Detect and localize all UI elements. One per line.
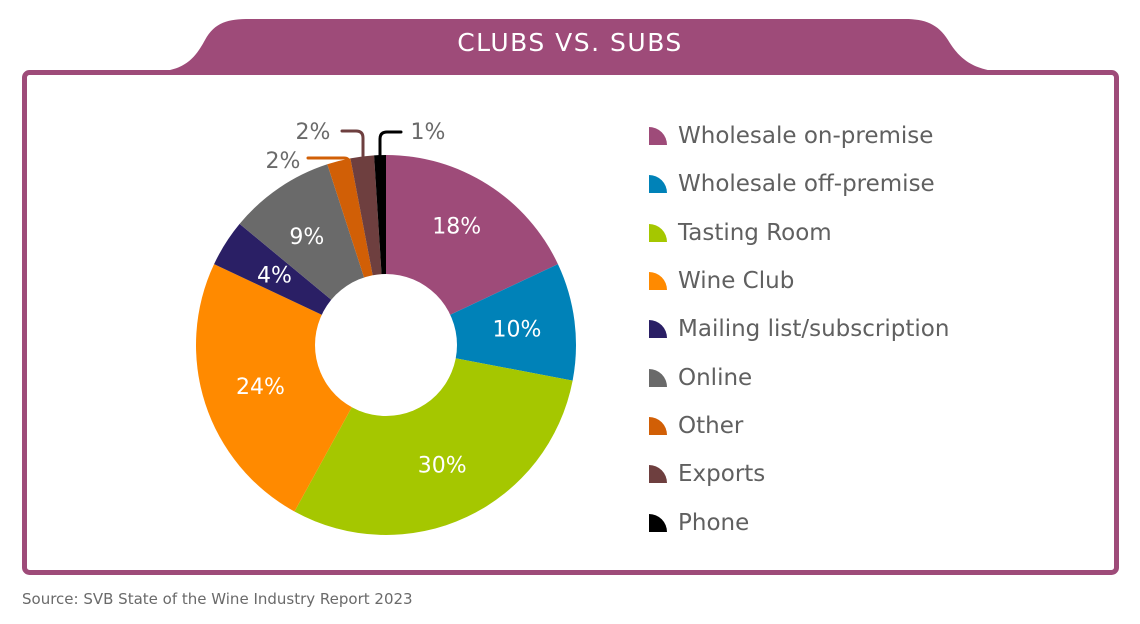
quarter-circle-swatch-icon: [649, 513, 667, 532]
legend-item-other[interactable]: Other: [649, 402, 949, 450]
slice-value-label: 10%: [493, 318, 542, 343]
title-tab: [150, 19, 1010, 72]
slice-value-label: 4%: [257, 263, 292, 288]
legend-item-exports[interactable]: Exports: [649, 450, 949, 498]
quarter-circle-swatch-icon: [649, 368, 667, 387]
legend-item-wine-club[interactable]: Wine Club: [649, 257, 949, 305]
slice-value-label: 2%: [266, 149, 301, 174]
chart-legend: Wholesale on-premise Wholesale off-premi…: [649, 112, 949, 547]
quarter-circle-swatch-icon: [649, 223, 667, 242]
slice-labels: 18% 10% 30% 24% 4% 9% 2% 2% 1%: [236, 120, 541, 478]
legend-label: Mailing list/subscription: [678, 316, 950, 343]
legend-item-online[interactable]: Online: [649, 353, 949, 401]
slice-value-label: 1%: [411, 120, 446, 145]
legend-label: Wine Club: [678, 268, 795, 295]
leader-line-other: [306, 156, 351, 164]
legend-item-mailing-list[interactable]: Mailing list/subscription: [649, 305, 949, 353]
chart-title: CLUBS VS. SUBS: [457, 28, 683, 57]
legend-label: Other: [678, 412, 744, 439]
leader-lines: [306, 129, 403, 164]
quarter-circle-swatch-icon: [649, 127, 667, 146]
legend-label: Online: [678, 364, 753, 391]
slice-value-label: 30%: [418, 453, 467, 478]
legend-label: Wholesale on-premise: [678, 123, 934, 150]
legend-item-tasting-room[interactable]: Tasting Room: [649, 209, 949, 257]
quarter-circle-swatch-icon: [649, 416, 667, 435]
slice-value-label: 9%: [289, 225, 324, 250]
slice-value-label: 2%: [296, 120, 331, 145]
slice-value-label: 24%: [236, 375, 285, 400]
leader-line-exports: [340, 129, 365, 158]
quarter-circle-swatch-icon: [649, 175, 667, 194]
legend-item-wholesale-on-premise[interactable]: Wholesale on-premise: [649, 112, 949, 160]
donut-hole: [315, 274, 457, 416]
legend-item-phone[interactable]: Phone: [649, 498, 949, 546]
legend-label: Tasting Room: [678, 219, 832, 246]
source-note: Source: SVB State of the Wine Industry R…: [22, 590, 413, 608]
quarter-circle-swatch-icon: [649, 272, 667, 291]
legend-label: Exports: [678, 461, 766, 488]
legend-label: Wholesale off-premise: [678, 171, 935, 198]
legend-item-wholesale-off-premise[interactable]: Wholesale off-premise: [649, 160, 949, 208]
quarter-circle-swatch-icon: [649, 465, 667, 484]
leader-line-phone: [378, 130, 403, 158]
slice-value-label: 18%: [432, 215, 481, 240]
quarter-circle-swatch-icon: [649, 320, 667, 339]
legend-label: Phone: [678, 509, 750, 536]
